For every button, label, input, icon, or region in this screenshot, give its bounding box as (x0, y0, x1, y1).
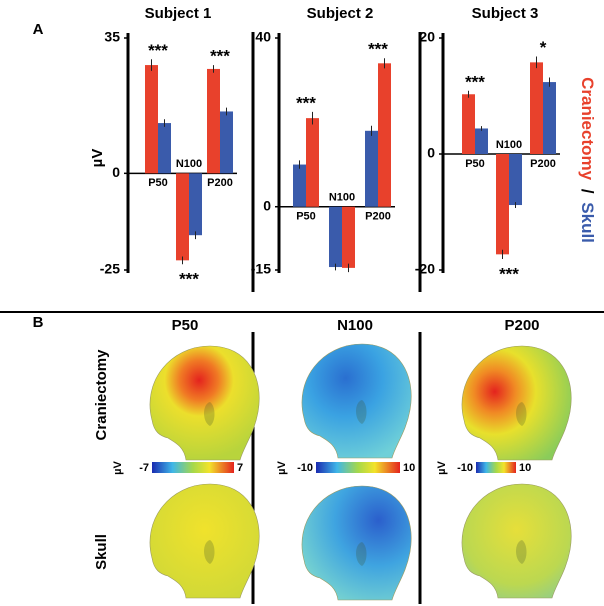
y-tick-label: 35 (104, 29, 120, 45)
category-label: P200 (365, 211, 391, 223)
significance: *** (465, 72, 485, 91)
head-surface (301, 343, 412, 459)
category-label: P200 (530, 158, 556, 170)
row-label: Craniectomy (93, 349, 110, 441)
colorbar-tick: 10 (519, 462, 531, 474)
column-title: N100 (337, 317, 373, 334)
colorbar-unit: µV (112, 461, 124, 475)
bar (329, 206, 342, 268)
category-label: P50 (148, 177, 168, 189)
head-surface (149, 345, 260, 461)
head-map (301, 485, 412, 601)
significance: *** (499, 264, 519, 283)
y-axis-label: µV (89, 149, 106, 168)
colorbar (476, 462, 516, 473)
bar (475, 128, 488, 154)
bar (207, 68, 220, 174)
bar (145, 65, 158, 174)
significance: * (540, 38, 547, 57)
colorbar (316, 462, 400, 473)
legend: Craniectomy / Skull (578, 77, 597, 243)
ear (204, 540, 215, 564)
colorbar-tick: -7 (139, 462, 149, 474)
category-label: P50 (465, 158, 485, 170)
ear (356, 400, 367, 424)
bar (530, 62, 543, 154)
head-map (461, 483, 572, 599)
significance: *** (368, 40, 388, 59)
ear (356, 542, 367, 566)
legend-entry: Skull (578, 202, 597, 243)
category-label: P50 (296, 211, 316, 223)
column-title: P200 (504, 317, 539, 334)
colorbar-unit: µV (436, 461, 448, 475)
category-label: N100 (329, 192, 355, 204)
y-tick-label: -25 (100, 261, 120, 277)
head-surface (461, 345, 572, 461)
head-map (301, 343, 412, 459)
y-tick-label: 0 (263, 197, 271, 213)
bar (158, 123, 171, 174)
bar (342, 206, 355, 268)
y-tick-label: 20 (419, 29, 435, 45)
head-map (461, 345, 572, 461)
head-map (149, 483, 260, 599)
bar (462, 94, 475, 154)
colorbar-unit: µV (276, 461, 288, 475)
bar (306, 118, 319, 207)
y-tick-label: 0 (427, 145, 435, 161)
bar (189, 173, 202, 236)
significance: *** (179, 270, 199, 289)
bar (176, 173, 189, 261)
head-map (149, 345, 260, 461)
ear (516, 402, 527, 426)
legend-separator: / (578, 189, 597, 194)
category-label: N100 (176, 158, 202, 170)
bar (365, 130, 378, 207)
head-surface (301, 485, 412, 601)
y-tick-label: 40 (255, 29, 271, 45)
category-label: P200 (207, 177, 233, 189)
chart-title: Subject 1 (145, 5, 212, 22)
category-label: N100 (496, 139, 522, 151)
significance: *** (210, 47, 230, 66)
y-tick-label: 0 (112, 164, 120, 180)
colorbar-tick: 7 (237, 462, 243, 474)
bar (293, 164, 306, 207)
ear (204, 402, 215, 426)
y-tick-label: -20 (415, 261, 435, 277)
bar (509, 154, 522, 206)
row-label: Skull (93, 534, 110, 570)
ear (516, 540, 527, 564)
colorbar (152, 462, 234, 473)
y-tick-label: -15 (251, 261, 271, 277)
chart-title: Subject 2 (307, 5, 374, 22)
bar (378, 63, 391, 207)
chart-title: Subject 3 (472, 5, 539, 22)
bar (496, 154, 509, 255)
colorbar-tick: -10 (297, 462, 313, 474)
significance: *** (148, 41, 168, 60)
significance: *** (296, 93, 316, 112)
panel-label: B (33, 314, 44, 331)
legend-entry: Craniectomy (578, 77, 597, 181)
head-surface (149, 483, 260, 599)
head-surface (461, 483, 572, 599)
column-title: P50 (172, 317, 199, 334)
colorbar-tick: 10 (403, 462, 415, 474)
bar (220, 111, 233, 174)
bar (543, 82, 556, 154)
colorbar-tick: -10 (457, 462, 473, 474)
panel-label: A (33, 21, 44, 38)
